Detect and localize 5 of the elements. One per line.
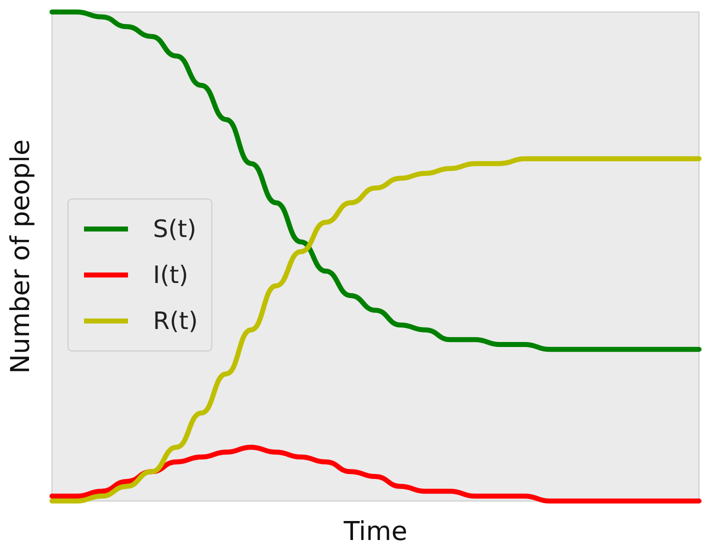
y-axis-title: Number of people bbox=[6, 139, 36, 374]
x-axis-title: Time bbox=[342, 517, 408, 547]
legend-label: R(t) bbox=[153, 307, 198, 335]
legend-label: I(t) bbox=[153, 261, 188, 289]
legend-label: S(t) bbox=[153, 215, 196, 243]
